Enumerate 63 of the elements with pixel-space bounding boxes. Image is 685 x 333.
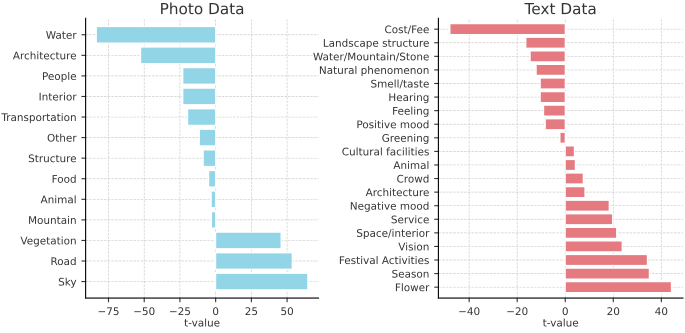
y-tick-label: Architecture [12, 51, 76, 60]
y-tick-label: Mountain [29, 216, 76, 224]
y-tick-label: Structure [28, 154, 76, 162]
y-tick-label: Positive mood [357, 120, 428, 128]
y-tick-label: Feeling [393, 106, 428, 117]
y-tick-label: Water [46, 31, 77, 39]
chart-title: Text Data [524, 3, 596, 14]
x-tick-label: −40 [459, 307, 480, 316]
chart-title: Photo Data [161, 2, 244, 14]
y-tick-label: Other [48, 134, 77, 142]
y-tick-label: Food [52, 174, 76, 183]
bar [449, 23, 566, 36]
bar [182, 67, 216, 85]
bar [182, 88, 216, 106]
y-tick-label: Transportation [1, 113, 76, 124]
y-tick-label: Greening [382, 134, 428, 144]
y-tick-label: Animal [40, 195, 76, 204]
bar [210, 190, 216, 208]
x-tick-label: 25 [246, 307, 258, 316]
y-tick-label: Road [51, 257, 76, 266]
y-tick-label: Space/interior [356, 228, 430, 239]
y-tick-label: Service [392, 215, 429, 224]
y-tick-label: Season [392, 270, 428, 278]
x-tick-label: −25 [170, 307, 190, 316]
y-tick-label: Architecture [366, 188, 429, 196]
x-tick-label: 0 [562, 307, 568, 316]
y-tick-label: Flower [396, 283, 430, 292]
y-tick-label: Water/Mountain/Stone [313, 52, 429, 62]
y-tick-label: Vision [398, 242, 428, 251]
bar [525, 36, 566, 49]
y-tick-label: Cost/Fee [385, 25, 429, 34]
x-tick-label: −20 [507, 307, 528, 316]
bar [202, 149, 216, 167]
y-tick-label: People [43, 72, 76, 82]
bar [210, 211, 216, 229]
bar [198, 128, 216, 146]
bar [215, 252, 293, 270]
y-tick-label: Vegetation [20, 236, 76, 247]
y-tick-label: Interior [40, 92, 77, 101]
x-tick-label: −50 [134, 307, 155, 316]
y-tick-label: Animal [393, 161, 428, 170]
bar [140, 46, 216, 64]
y-tick-label: Natural phenomenon [320, 66, 428, 76]
y-tick-label: Smell/taste [371, 80, 429, 88]
x-axis-title: t-value [184, 318, 220, 327]
bar [96, 26, 216, 44]
y-tick-label: Landscape structure [324, 38, 429, 49]
x-tick-label: 40 [655, 307, 668, 316]
x-tick-label: 20 [607, 307, 620, 316]
bar [208, 170, 216, 188]
bar [187, 108, 216, 126]
x-axis-title: t-value [542, 318, 578, 327]
x-tick-label: 50 [281, 307, 294, 316]
y-tick-label: Sky [58, 278, 76, 288]
y-tick-label: Crowd [397, 174, 428, 183]
bar [215, 232, 282, 250]
y-tick-label: Hearing [389, 93, 428, 104]
bar [215, 272, 308, 290]
x-tick-label: 0 [213, 307, 218, 316]
y-tick-label: Cultural facilities [342, 147, 429, 156]
y-tick-label: Negative mood [350, 202, 428, 212]
y-tick-label: Festival Activities [340, 256, 429, 264]
x-tick-label: −75 [98, 307, 119, 316]
